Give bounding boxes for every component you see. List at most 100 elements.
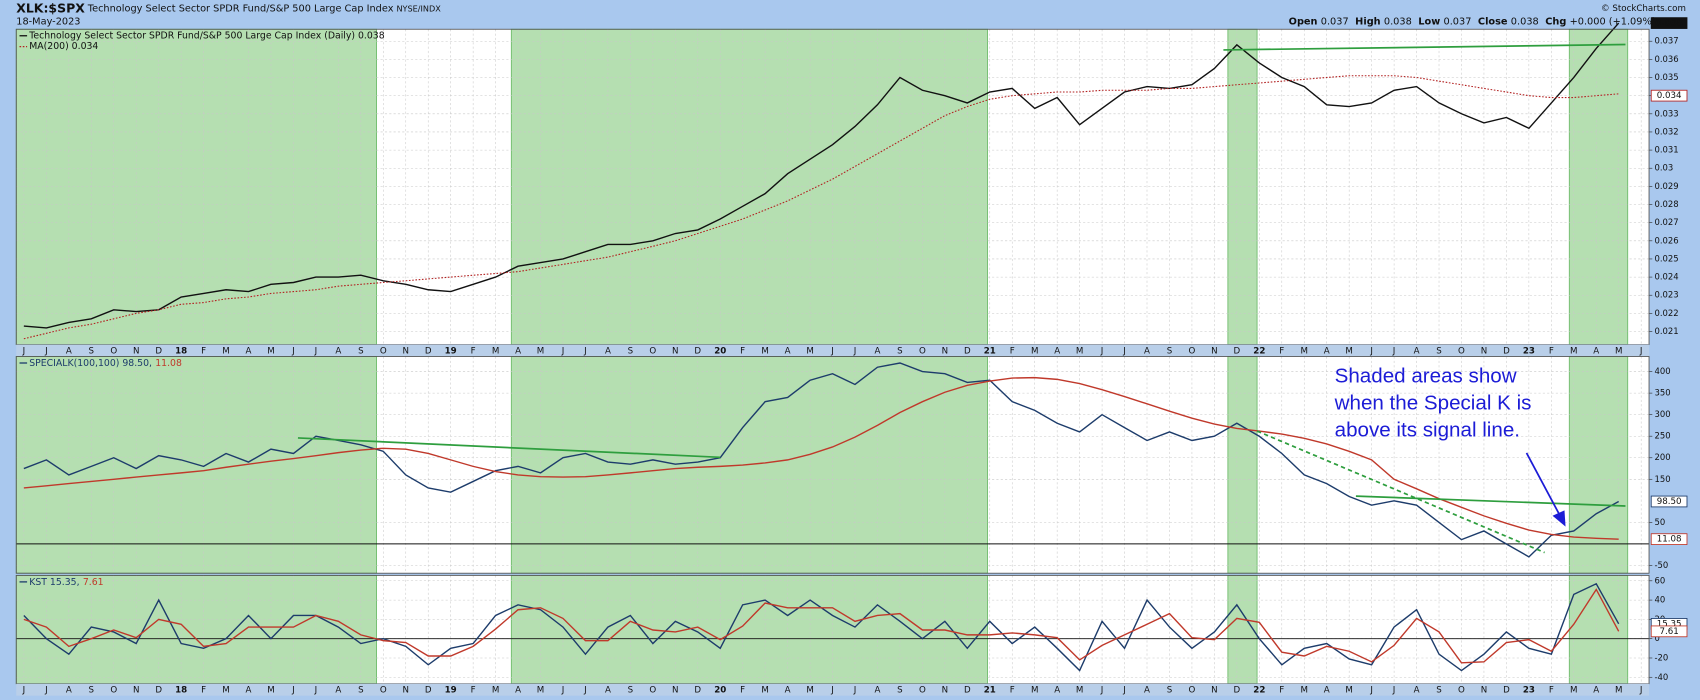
x-tick-label: 21 <box>984 686 996 696</box>
y-tick-label: 40 <box>1654 595 1665 605</box>
x-tick-label: N <box>403 686 409 696</box>
x-tick-label: F <box>1549 347 1554 357</box>
shaded-region <box>1568 28 1629 346</box>
x-tick-label: F <box>740 347 745 357</box>
x-tick-label: S <box>358 347 364 357</box>
trend-line <box>1355 495 1626 507</box>
annotation-arrow <box>1525 452 1562 519</box>
x-tick-label: S <box>628 347 634 357</box>
x-tick-label: A <box>246 347 252 357</box>
x-tick-label: D <box>1234 347 1241 357</box>
x-tick-label: 19 <box>445 347 457 357</box>
y-tick-label: 0.023 <box>1654 290 1678 300</box>
y-tick-label: 0.035 <box>1654 72 1678 82</box>
quote-value: 0.038 <box>1511 17 1539 28</box>
legend-entry: MA(200) 0.034 <box>29 41 98 52</box>
x-tick-label: A <box>605 347 611 357</box>
x-tick-label: M <box>1615 347 1622 357</box>
x-tick-label: M <box>222 686 229 696</box>
x-tick-label: A <box>605 686 611 696</box>
value-box-label: 0.038 <box>1655 19 1682 29</box>
x-tick-label: O <box>919 686 926 696</box>
x-tick-label: S <box>897 686 903 696</box>
x-tick-label: 21 <box>984 347 996 357</box>
y-tick-label: -50 <box>1654 560 1668 570</box>
legend-entry: Technology Select Sector SPDR Fund/S&P 5… <box>28 30 384 41</box>
y-tick-label: 0.028 <box>1654 199 1678 209</box>
x-tick-label: J <box>853 347 857 357</box>
x-tick-label: A <box>515 347 521 357</box>
y-tick-label: 0.036 <box>1654 54 1678 64</box>
quote-label: Chg <box>1545 17 1566 28</box>
credit: © StockCharts.com <box>1601 4 1686 14</box>
x-tick-label: 20 <box>714 347 726 357</box>
x-tick-label: M <box>761 686 768 696</box>
x-tick-label: D <box>694 347 701 357</box>
quote-value: 0.038 <box>1384 17 1412 28</box>
x-tick-label: M <box>267 347 274 357</box>
y-tick-label: 0.021 <box>1654 326 1678 336</box>
x-tick-label: O <box>1458 347 1465 357</box>
x-tick-label: J <box>583 686 587 696</box>
x-tick-label: J <box>583 347 587 357</box>
y-tick-label: 0.029 <box>1654 181 1678 191</box>
value-box-label: 7.61 <box>1659 627 1678 637</box>
header-line: XLK:$SPX Technology Select Sector SPDR F… <box>16 0 441 15</box>
x-tick-label: A <box>1324 347 1330 357</box>
series-line <box>23 362 1620 558</box>
x-tick-label: M <box>1570 347 1577 357</box>
plot-area: 0.021 0.022 0.023 0.024 0.025 0.026 0.027 0.028… <box>15 17 1688 696</box>
y-tick-label: 60 <box>1654 575 1665 585</box>
x-tick-label: S <box>1167 686 1173 696</box>
x-tick-label: O <box>380 686 387 696</box>
x-tick-label: O <box>1189 347 1196 357</box>
quote-label: Close <box>1478 17 1508 28</box>
x-tick-label: S <box>628 686 634 696</box>
shaded-region <box>510 574 988 685</box>
quote-label: High <box>1355 17 1380 28</box>
x-tick-label: D <box>425 686 432 696</box>
value-box-label: 11.08 <box>1657 535 1682 545</box>
x-tick-label: M <box>1076 686 1083 696</box>
y-tick-label: 350 <box>1654 388 1670 398</box>
x-tick-label: S <box>89 686 95 696</box>
x-tick-label: M <box>492 686 499 696</box>
legend-entry: KST 15.35, <box>29 576 79 587</box>
x-tick-label: F <box>1279 686 1284 696</box>
shaded-region <box>15 28 377 346</box>
value-box-label: 15.35 <box>1657 619 1682 629</box>
x-tick-label: A <box>66 686 72 696</box>
x-tick-label: M <box>761 347 768 357</box>
x-tick-label: D <box>1234 686 1241 696</box>
x-tick-label: D <box>964 686 971 696</box>
y-tick-label: 250 <box>1654 431 1670 441</box>
value-box <box>1650 495 1688 508</box>
x-tick-label: J <box>44 686 48 696</box>
x-tick-label: 19 <box>445 686 457 696</box>
x-tick-label: S <box>897 347 903 357</box>
series-line <box>23 75 1619 340</box>
x-tick-label: J <box>853 686 857 696</box>
x-tick-label: F <box>1279 347 1284 357</box>
x-tick-label: F <box>1549 686 1554 696</box>
quote-label: Low <box>1418 17 1440 28</box>
x-tick-label: M <box>1076 347 1083 357</box>
x-tick-label: J <box>314 347 318 357</box>
x-tick-label: A <box>335 686 341 696</box>
series-line <box>23 22 1620 329</box>
legend-entry: 11.08 <box>155 358 182 369</box>
trend-line <box>1223 43 1626 51</box>
y-tick-label: 0.037 <box>1654 36 1678 46</box>
x-tick-label: M <box>1345 347 1352 357</box>
x-tick-label: J <box>22 347 26 357</box>
x-tick-label: M <box>537 686 544 696</box>
x-tick-label: 23 <box>1523 347 1535 357</box>
x-tick-label: J <box>291 347 295 357</box>
x-tick-label: F <box>1010 686 1015 696</box>
x-tick-label: J <box>1639 686 1643 696</box>
y-tick-label: 0.027 <box>1654 217 1678 227</box>
quote-value: 0.037 <box>1321 17 1349 28</box>
x-tick-label: J <box>1122 347 1126 357</box>
x-tick-label: A <box>1054 347 1060 357</box>
